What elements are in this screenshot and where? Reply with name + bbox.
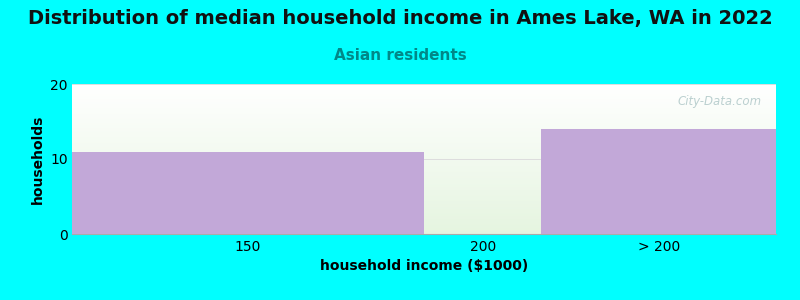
Text: Distribution of median household income in Ames Lake, WA in 2022: Distribution of median household income …	[28, 9, 772, 28]
Text: Asian residents: Asian residents	[334, 48, 466, 63]
Y-axis label: households: households	[30, 114, 45, 204]
X-axis label: household income ($1000): household income ($1000)	[320, 259, 528, 273]
Bar	[542, 129, 776, 234]
Bar	[72, 152, 424, 234]
Text: City-Data.com: City-Data.com	[678, 94, 762, 107]
